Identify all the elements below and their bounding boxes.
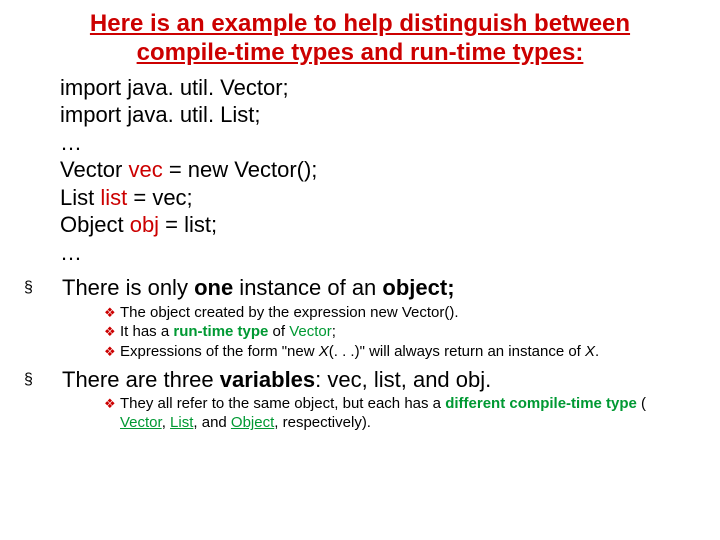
slide: Here is an example to help distinguish b… [0,0,720,443]
sub-bullet: ❖ Expressions of the form "new X(. . .)"… [30,343,690,362]
square-bullet-icon: § [24,278,33,298]
var-list: list [100,185,127,210]
var-obj: obj [130,212,159,237]
code-line: … [60,129,690,157]
sub-bullet-text: It has a run-time type of Vector; [120,323,336,340]
sub-bullet-text: The object created by the expression new… [120,304,459,321]
sub-bullet-text: They all refer to the same object, but e… [120,395,646,431]
title-line-1: Here is an example to help distinguish b… [90,10,630,37]
diamond-bullet-icon: ❖ [104,305,116,321]
code-example: import java. util. Vector; import java. … [30,74,690,267]
code-line: List list = vec; [60,184,690,212]
bullet-point-2: § There are three variables: vec, list, … [30,366,690,394]
sub-bullet-text: Expressions of the form "new X(. . .)" w… [120,343,599,360]
bullet-point-1: § There is only one instance of an objec… [30,274,690,302]
code-line: Vector vec = new Vector(); [60,156,690,184]
sub-bullet: ❖ They all refer to the same object, but… [30,395,690,433]
diamond-bullet-icon: ❖ [104,324,116,340]
square-bullet-icon: § [24,370,33,390]
var-vec: vec [128,157,162,182]
slide-title: Here is an example to help distinguish b… [30,10,690,68]
title-line-2: compile-time types and run-time types: [137,39,584,66]
code-line: Object obj = list; [60,211,690,239]
code-line: import java. util. List; [60,101,690,129]
code-line: import java. util. Vector; [60,74,690,102]
diamond-bullet-icon: ❖ [104,344,116,360]
code-line: … [60,239,690,267]
sub-bullet: ❖ It has a run-time type of Vector; [30,323,690,342]
sub-bullet: ❖ The object created by the expression n… [30,304,690,323]
diamond-bullet-icon: ❖ [104,396,116,412]
